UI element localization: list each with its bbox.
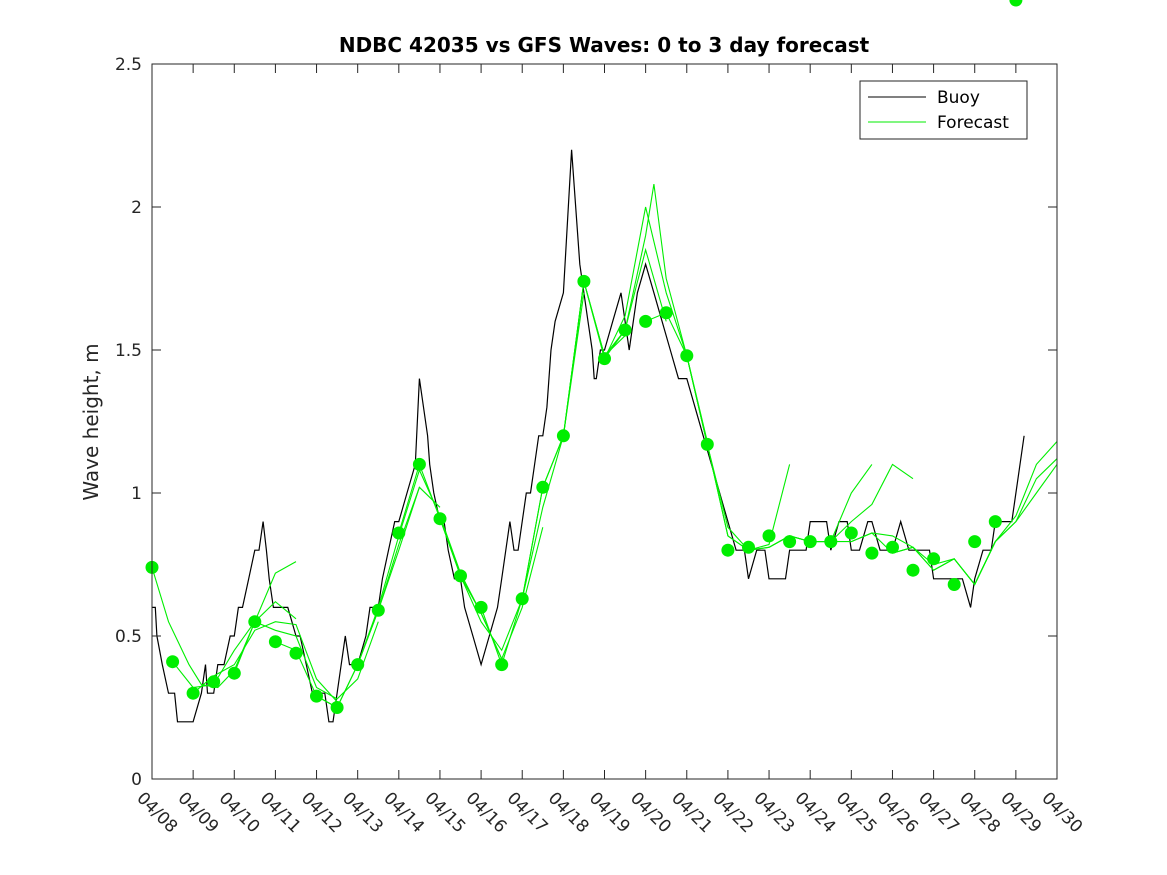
y-tick-label-5: 2.5 [115,55,142,75]
forecast-run-line-21 [974,464,1058,585]
forecast-marker-11 [371,603,385,617]
forecast-marker-21 [577,274,591,288]
forecast-run-line-13 [645,312,791,551]
forecast-marker-9 [330,701,344,714]
forecast-marker-7 [289,646,303,660]
forecast-marker-23 [618,323,632,337]
legend-buoy-label: Buoy [937,88,980,108]
chart-title: NDBC 42035 vs GFS Waves: 0 to 3 day fore… [339,33,870,57]
forecast-marker-5 [248,615,262,629]
forecast-marker-30 [762,529,776,543]
forecast-marker-18 [515,592,529,606]
y-tick-label-3: 1.5 [115,341,142,361]
legend-forecast-label: Forecast [937,113,1009,133]
forecast-marker-38 [927,552,941,566]
legend: Buoy Forecast [859,80,1028,140]
forecast-marker-10 [351,658,365,672]
forecast-marker-24 [639,314,653,328]
forecast-marker-22 [598,352,611,366]
forecast-marker-25 [659,306,673,320]
forecast-marker-20 [556,429,570,443]
plot-area [145,0,1058,723]
forecast-marker-15 [454,569,467,583]
forecast-marker-1 [166,655,180,669]
forecast-marker-28 [721,543,735,557]
y-axis-label: Wave height, m [79,343,103,500]
forecast-marker-40 [968,535,982,549]
forecast-marker-32 [803,535,817,549]
y-tick-label-1: 0.5 [115,627,142,647]
forecast-marker-26 [680,349,694,363]
forecast-run-line-7 [398,462,544,661]
forecast-marker-39 [947,578,961,591]
forecast-marker-37 [906,563,920,577]
forecast-marker-19 [536,480,550,494]
forecast-run-line-11 [562,206,708,442]
forecast-marker-4 [227,666,241,680]
forecast-marker-33 [824,535,838,549]
forecast-marker-27 [700,437,714,451]
forecast-marker-13 [412,457,426,471]
forecast-run-line-8 [439,292,585,652]
forecast-marker-12 [392,526,406,540]
forecast-marker-16 [474,600,488,614]
forecast-marker-29 [742,540,755,554]
forecast-marker-8 [310,689,323,703]
buoy-series-line [152,149,1025,723]
forecast-marker-35 [865,546,879,560]
legend-box [859,80,1028,140]
forecast-marker-17 [495,658,509,672]
forecast-marker-2 [186,686,200,700]
forecast-marker-42 [1009,0,1023,7]
forecast-marker-36 [886,540,899,554]
y-tick-label-4: 2 [131,198,142,218]
y-tick-label-0: 0 [131,770,142,790]
y-tick-label-2: 1 [131,484,142,504]
forecast-marker-31 [783,535,797,549]
forecast-marker-41 [988,515,1002,529]
forecast-run-line-0 [151,567,297,689]
forecast-marker-3 [207,675,221,689]
forecast-marker-14 [433,512,447,526]
forecast-marker-6 [268,635,282,649]
forecast-marker-34 [844,526,858,540]
